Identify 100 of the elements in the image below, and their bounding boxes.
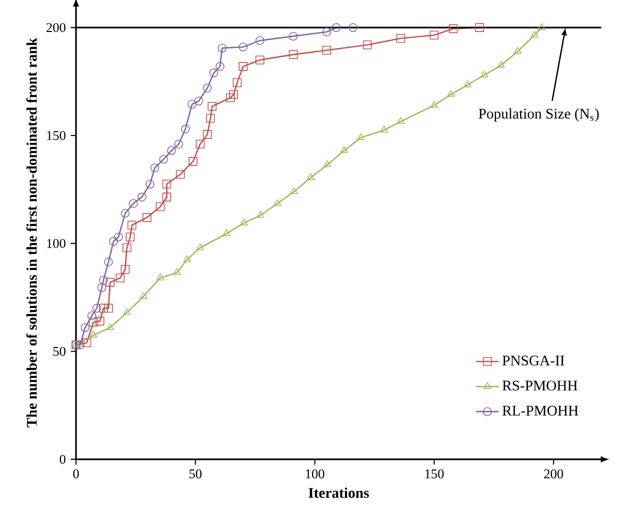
y-tick-label: 200 xyxy=(46,23,66,32)
point xyxy=(530,30,538,38)
point xyxy=(290,187,298,194)
point xyxy=(95,316,104,326)
point xyxy=(99,276,108,285)
point xyxy=(324,160,332,168)
point xyxy=(126,232,135,242)
point xyxy=(188,157,198,166)
point xyxy=(120,208,130,218)
x-tick-label: 0 xyxy=(73,469,79,478)
point xyxy=(167,146,176,156)
point xyxy=(194,96,204,106)
point xyxy=(273,199,282,206)
point xyxy=(90,330,98,338)
point xyxy=(256,210,264,218)
point xyxy=(232,78,242,88)
point xyxy=(156,274,164,280)
point xyxy=(202,130,212,139)
point xyxy=(202,84,212,92)
point xyxy=(123,308,131,315)
point xyxy=(188,100,196,109)
point xyxy=(238,62,248,71)
point xyxy=(97,283,106,292)
point xyxy=(348,23,358,32)
x-tick-label: 100 xyxy=(306,469,324,478)
point xyxy=(92,304,102,313)
point xyxy=(396,117,405,124)
x-tick-label: 150 xyxy=(425,469,444,478)
point xyxy=(127,220,136,230)
point xyxy=(514,46,522,54)
point xyxy=(226,93,235,102)
point xyxy=(114,232,123,242)
point xyxy=(480,70,488,78)
point xyxy=(332,23,341,32)
point xyxy=(173,268,181,275)
point xyxy=(209,68,218,78)
point xyxy=(218,44,227,52)
point xyxy=(430,30,439,40)
point xyxy=(82,338,92,348)
point xyxy=(183,255,191,262)
point xyxy=(380,126,388,133)
x-axis-title: Iterations xyxy=(308,488,369,498)
point xyxy=(116,274,125,282)
point xyxy=(156,202,165,212)
point xyxy=(322,28,332,36)
point xyxy=(240,218,248,226)
point xyxy=(180,124,190,134)
y-tick-label: 50 xyxy=(53,346,66,356)
point xyxy=(109,236,118,246)
point xyxy=(87,311,96,320)
point xyxy=(196,243,204,250)
point xyxy=(174,140,184,149)
legend-label: RS-PMOHH xyxy=(502,380,578,391)
point xyxy=(475,23,484,32)
point xyxy=(162,192,172,202)
point xyxy=(288,32,298,41)
point xyxy=(138,192,146,202)
point xyxy=(357,133,365,140)
point xyxy=(122,243,132,252)
point xyxy=(255,56,264,64)
y-tick-label: 0 xyxy=(60,454,66,464)
x-tick-label: 200 xyxy=(544,469,564,478)
point xyxy=(430,100,438,108)
point xyxy=(206,114,215,123)
point xyxy=(216,62,224,71)
point xyxy=(538,23,546,30)
point xyxy=(497,60,505,68)
point xyxy=(150,164,160,172)
point xyxy=(128,199,138,208)
point xyxy=(322,46,332,55)
point xyxy=(76,340,84,350)
legend-label: RL-PMOHH xyxy=(502,406,578,416)
legend-label: PNSGA-II xyxy=(502,356,564,366)
point xyxy=(104,257,113,266)
point xyxy=(288,50,298,59)
y-tick-label: 100 xyxy=(47,238,66,248)
point xyxy=(159,154,168,164)
point xyxy=(140,292,148,299)
point xyxy=(196,140,205,149)
point xyxy=(80,323,90,332)
point xyxy=(362,40,372,50)
y-tick-label: 150 xyxy=(47,131,66,140)
point xyxy=(396,34,406,43)
point xyxy=(222,229,230,236)
point xyxy=(176,170,185,179)
annotation: Population Size (N$_{s}$) xyxy=(478,108,599,122)
x-tick-label: 50 xyxy=(190,469,202,478)
point xyxy=(99,304,108,313)
y-axis-title: The number of solutions in the first non-dominated front rank xyxy=(26,38,37,428)
point xyxy=(448,24,458,34)
point xyxy=(340,146,348,154)
point xyxy=(229,90,238,99)
point xyxy=(255,36,264,45)
point xyxy=(106,278,115,287)
point xyxy=(142,213,152,222)
point xyxy=(146,180,154,188)
point xyxy=(238,42,248,52)
point xyxy=(104,304,113,313)
point xyxy=(208,102,217,111)
point xyxy=(120,264,130,274)
